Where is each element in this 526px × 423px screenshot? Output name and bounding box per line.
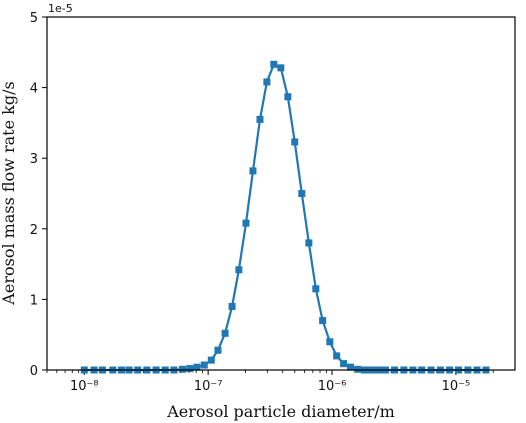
- data-point: [221, 329, 229, 337]
- data-point: [249, 167, 257, 175]
- data-point: [340, 360, 348, 368]
- x-tick-label: 10⁻⁷: [194, 379, 223, 394]
- data-point: [214, 346, 222, 354]
- y-tick-label: 3: [30, 152, 38, 167]
- data-point: [333, 352, 341, 360]
- data-point: [347, 363, 355, 371]
- y-tick-label: 0: [30, 364, 38, 379]
- series-line: [84, 63, 486, 372]
- y-tick-label: 1: [30, 293, 38, 308]
- y-tick-label: 2: [30, 223, 38, 238]
- data-point: [256, 115, 264, 123]
- data-point: [305, 239, 313, 247]
- data-point: [284, 93, 292, 101]
- y-axis-title: Aerosol mass flow rate kg/s: [0, 81, 18, 305]
- x-tick-label: 10⁻⁶: [318, 379, 347, 394]
- data-point: [242, 219, 250, 227]
- data-point: [207, 356, 215, 364]
- data-point: [228, 302, 236, 310]
- data-point: [326, 338, 334, 346]
- plot-frame: [46, 16, 516, 371]
- data-point: [263, 78, 271, 86]
- x-tick-label: 10⁻⁸: [70, 379, 99, 394]
- data-point: [235, 266, 243, 274]
- y-offset-label: 1e-5: [48, 2, 73, 15]
- data-point: [291, 138, 299, 146]
- data-point: [354, 365, 362, 373]
- data-point: [270, 60, 278, 68]
- data-point: [277, 64, 285, 72]
- x-axis-title: Aerosol particle diameter/m: [166, 402, 395, 421]
- data-point: [186, 365, 194, 373]
- data-point: [200, 361, 208, 369]
- x-tick-label: 10⁻⁵: [442, 379, 471, 394]
- y-tick-label: 5: [30, 11, 38, 26]
- series-layer: [80, 60, 490, 374]
- data-point: [193, 363, 201, 371]
- data-point: [178, 365, 186, 373]
- y-tick-label: 4: [30, 82, 38, 97]
- data-point: [298, 190, 306, 197]
- data-point: [319, 317, 327, 325]
- data-point: [312, 285, 320, 293]
- tick-layer: 0 1 2 3 4 5 10⁻⁸ 10⁻⁷ 10⁻⁶ 10⁻⁵: [30, 11, 494, 394]
